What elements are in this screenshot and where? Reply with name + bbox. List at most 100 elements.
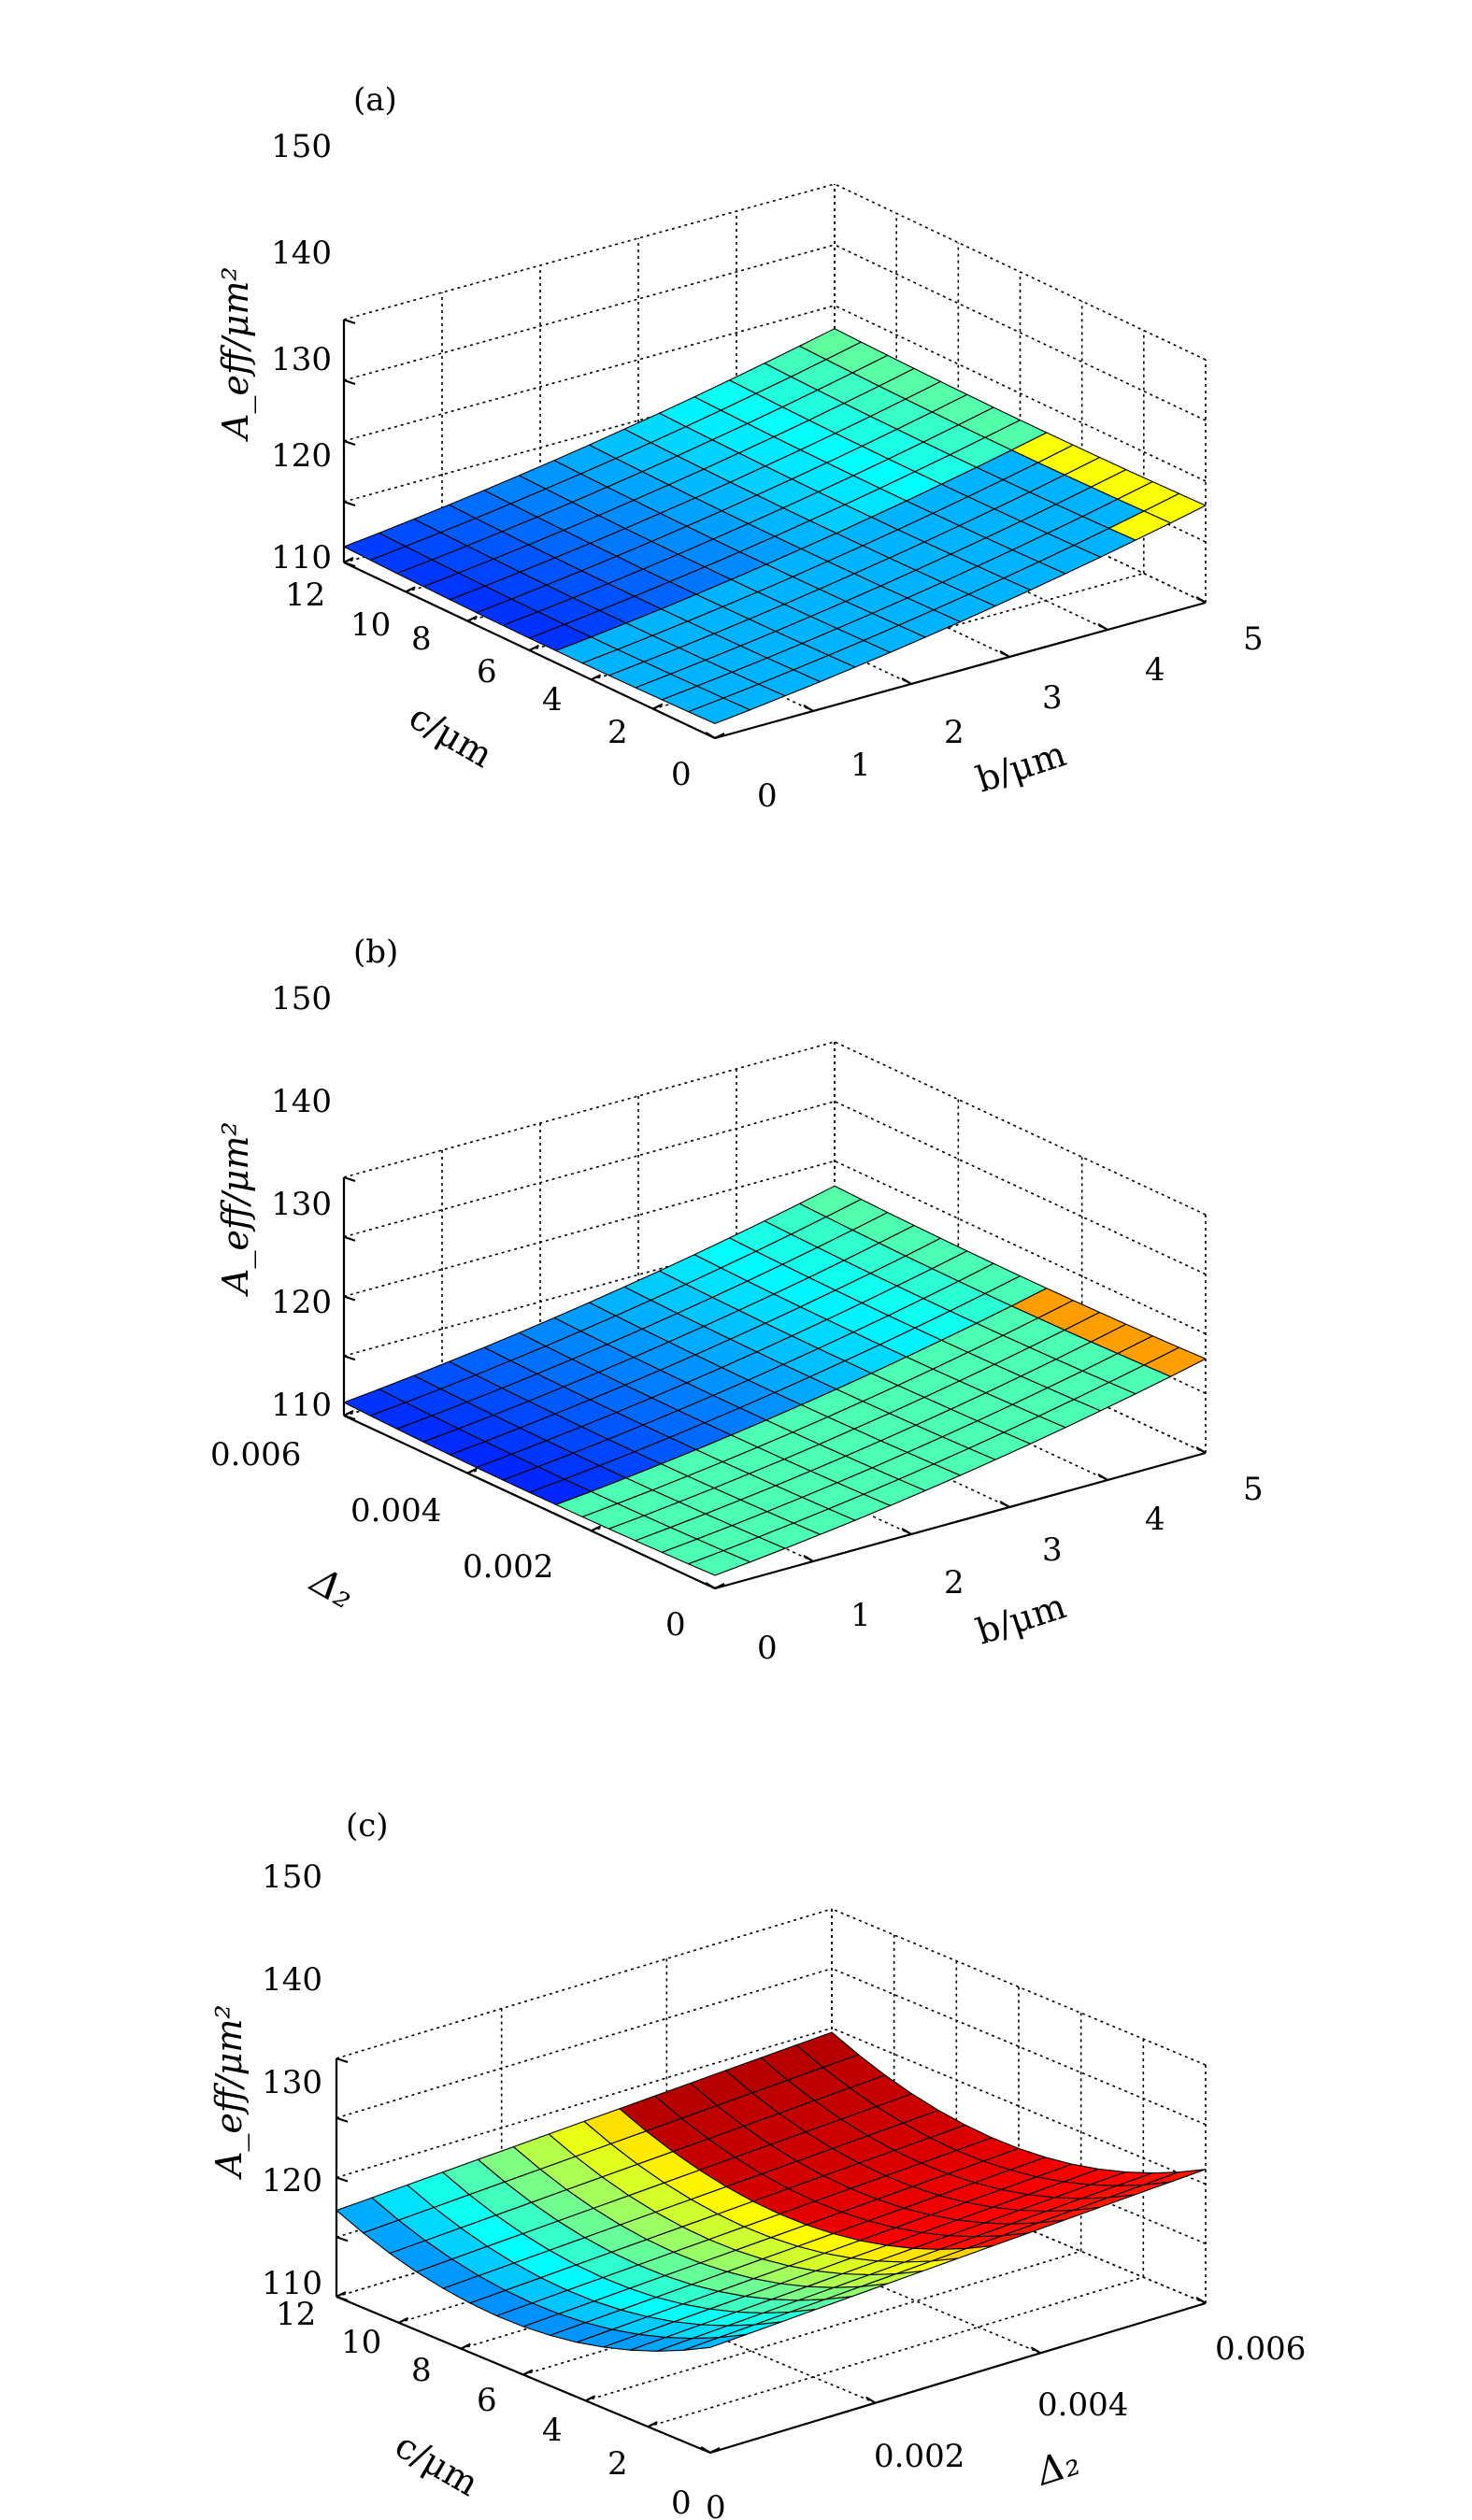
z-tick-label: 110 [262,2265,322,2302]
x-tick [901,677,912,685]
y-tick-labels: 0 2 4 6 8 10 12 [276,2296,692,2520]
x-tick-labels: 0 1 2 3 4 5 [757,620,1264,815]
surface-plot [336,2031,1207,2352]
grid-line [834,1101,1207,1275]
z-axis-label: A_eff/μm² [215,266,257,442]
grid-line [834,1160,1207,1335]
grid-line [831,1968,1207,2126]
surface-plot [343,328,1207,724]
z-tick-label: 120 [262,2162,322,2200]
z-tick-label: 120 [271,437,332,475]
y-tick-label: 12 [276,2296,316,2333]
grid-line [831,2086,1207,2244]
grid-line [343,244,836,381]
panel-label: (c) [346,1807,389,1844]
z-tick [343,1414,356,1421]
grid-line [336,2027,833,2179]
z-tick [336,2176,349,2183]
z-tick-label: 110 [271,1387,332,1424]
x-axis-label: b/μm [971,733,1071,800]
y-tick-label: 0.004 [350,1492,441,1530]
z-axis-label: A_eff/μm² [215,1121,257,1297]
x-tick-label: 4 [1145,651,1165,689]
y-tick [343,557,354,563]
grid-line [834,305,1207,482]
y-axis-line [343,1415,716,1589]
grid-line [831,2027,1207,2185]
grid-line [343,183,836,320]
z-tick [336,2295,349,2302]
z-tick [343,561,356,568]
x-tick-label: 0 [757,777,778,815]
y-tick-labels: 0 0.002 0.004 0.006 [210,1436,686,1644]
y-tick [591,1525,602,1532]
y-tick [714,1583,725,1589]
grid-line [336,1967,833,2119]
y-tick-label: 8 [411,2352,432,2389]
x-tick [803,705,814,712]
y-tick-label: 10 [341,2324,381,2361]
y-tick-labels: 0 2 4 6 8 10 12 [285,577,692,793]
z-tick-label: 130 [271,341,332,378]
grid-line [834,183,1207,361]
z-tick [343,378,356,386]
y-tick-label: 4 [542,2412,563,2449]
y-tick [343,1410,354,1417]
z-tick-labels: 150 140 130 120 110 [262,1858,322,2302]
grid-line [585,2250,1081,2402]
y-tick [652,703,664,710]
x-tick [705,732,716,739]
z-tick [343,318,356,325]
x-tick [999,650,1010,658]
grid-line [648,2276,1144,2427]
z-tick-labels: 150 140 130 120 110 [271,128,332,577]
x-tick [901,1528,912,1535]
y-tick [714,733,725,739]
z-tick-label: 150 [262,1858,322,1896]
surface-patch [688,697,751,724]
x-axis-label: b/μm [971,1585,1071,1652]
grid-line [666,2196,1041,2355]
x-tick [1097,623,1108,631]
x-tick [865,2396,877,2404]
x-tick-label: 2 [944,714,965,751]
z-tick [336,2236,349,2242]
y-tick [466,615,478,622]
z-axis-label: A_eff/μm² [208,2004,250,2180]
z-tick [343,1355,356,1361]
x-tick-labels: 0 1 2 3 4 5 [757,1471,1264,1667]
x-axis-line [709,2301,1207,2455]
x-tick [1195,1446,1207,1454]
surface-patch [688,1550,751,1576]
grid-line [831,1908,1207,2066]
x-tick-label: 0.006 [1215,2330,1306,2368]
panel-label: (b) [353,933,398,971]
y-tick [585,2395,596,2402]
z-tick [343,1235,356,1242]
x-tick [1195,596,1207,604]
z-tick-label: 130 [262,2064,322,2101]
y-tick-label: 10 [350,606,391,644]
y-tick-label: 6 [477,2382,497,2419]
axes [342,318,1207,740]
panel-label: (a) [353,81,397,119]
axes [335,2057,1207,2455]
y-tick [460,2342,471,2350]
x-tick-label: 2 [944,1564,965,1602]
z-tick-labels: 150 140 130 120 110 [271,980,332,1424]
y-tick [522,2369,534,2376]
y-axis-label: Δ₂ [302,1559,362,1617]
y-tick-label: 6 [477,653,497,691]
y-tick [466,1467,478,1474]
y-tick [398,2316,409,2324]
axes [342,1175,1207,1590]
x-tick-label: 5 [1243,620,1264,658]
grid-line [831,2146,1207,2304]
z-tick-label: 140 [271,235,332,272]
y-tick-label: 0.002 [463,1548,553,1586]
grid-line [343,1100,836,1238]
x-tick [700,2446,711,2454]
panel-b: (b) 150 140 130 120 110 0 1 2 3 4 5 0 0.… [210,933,1264,1667]
x-tick-label: 3 [1042,679,1063,717]
